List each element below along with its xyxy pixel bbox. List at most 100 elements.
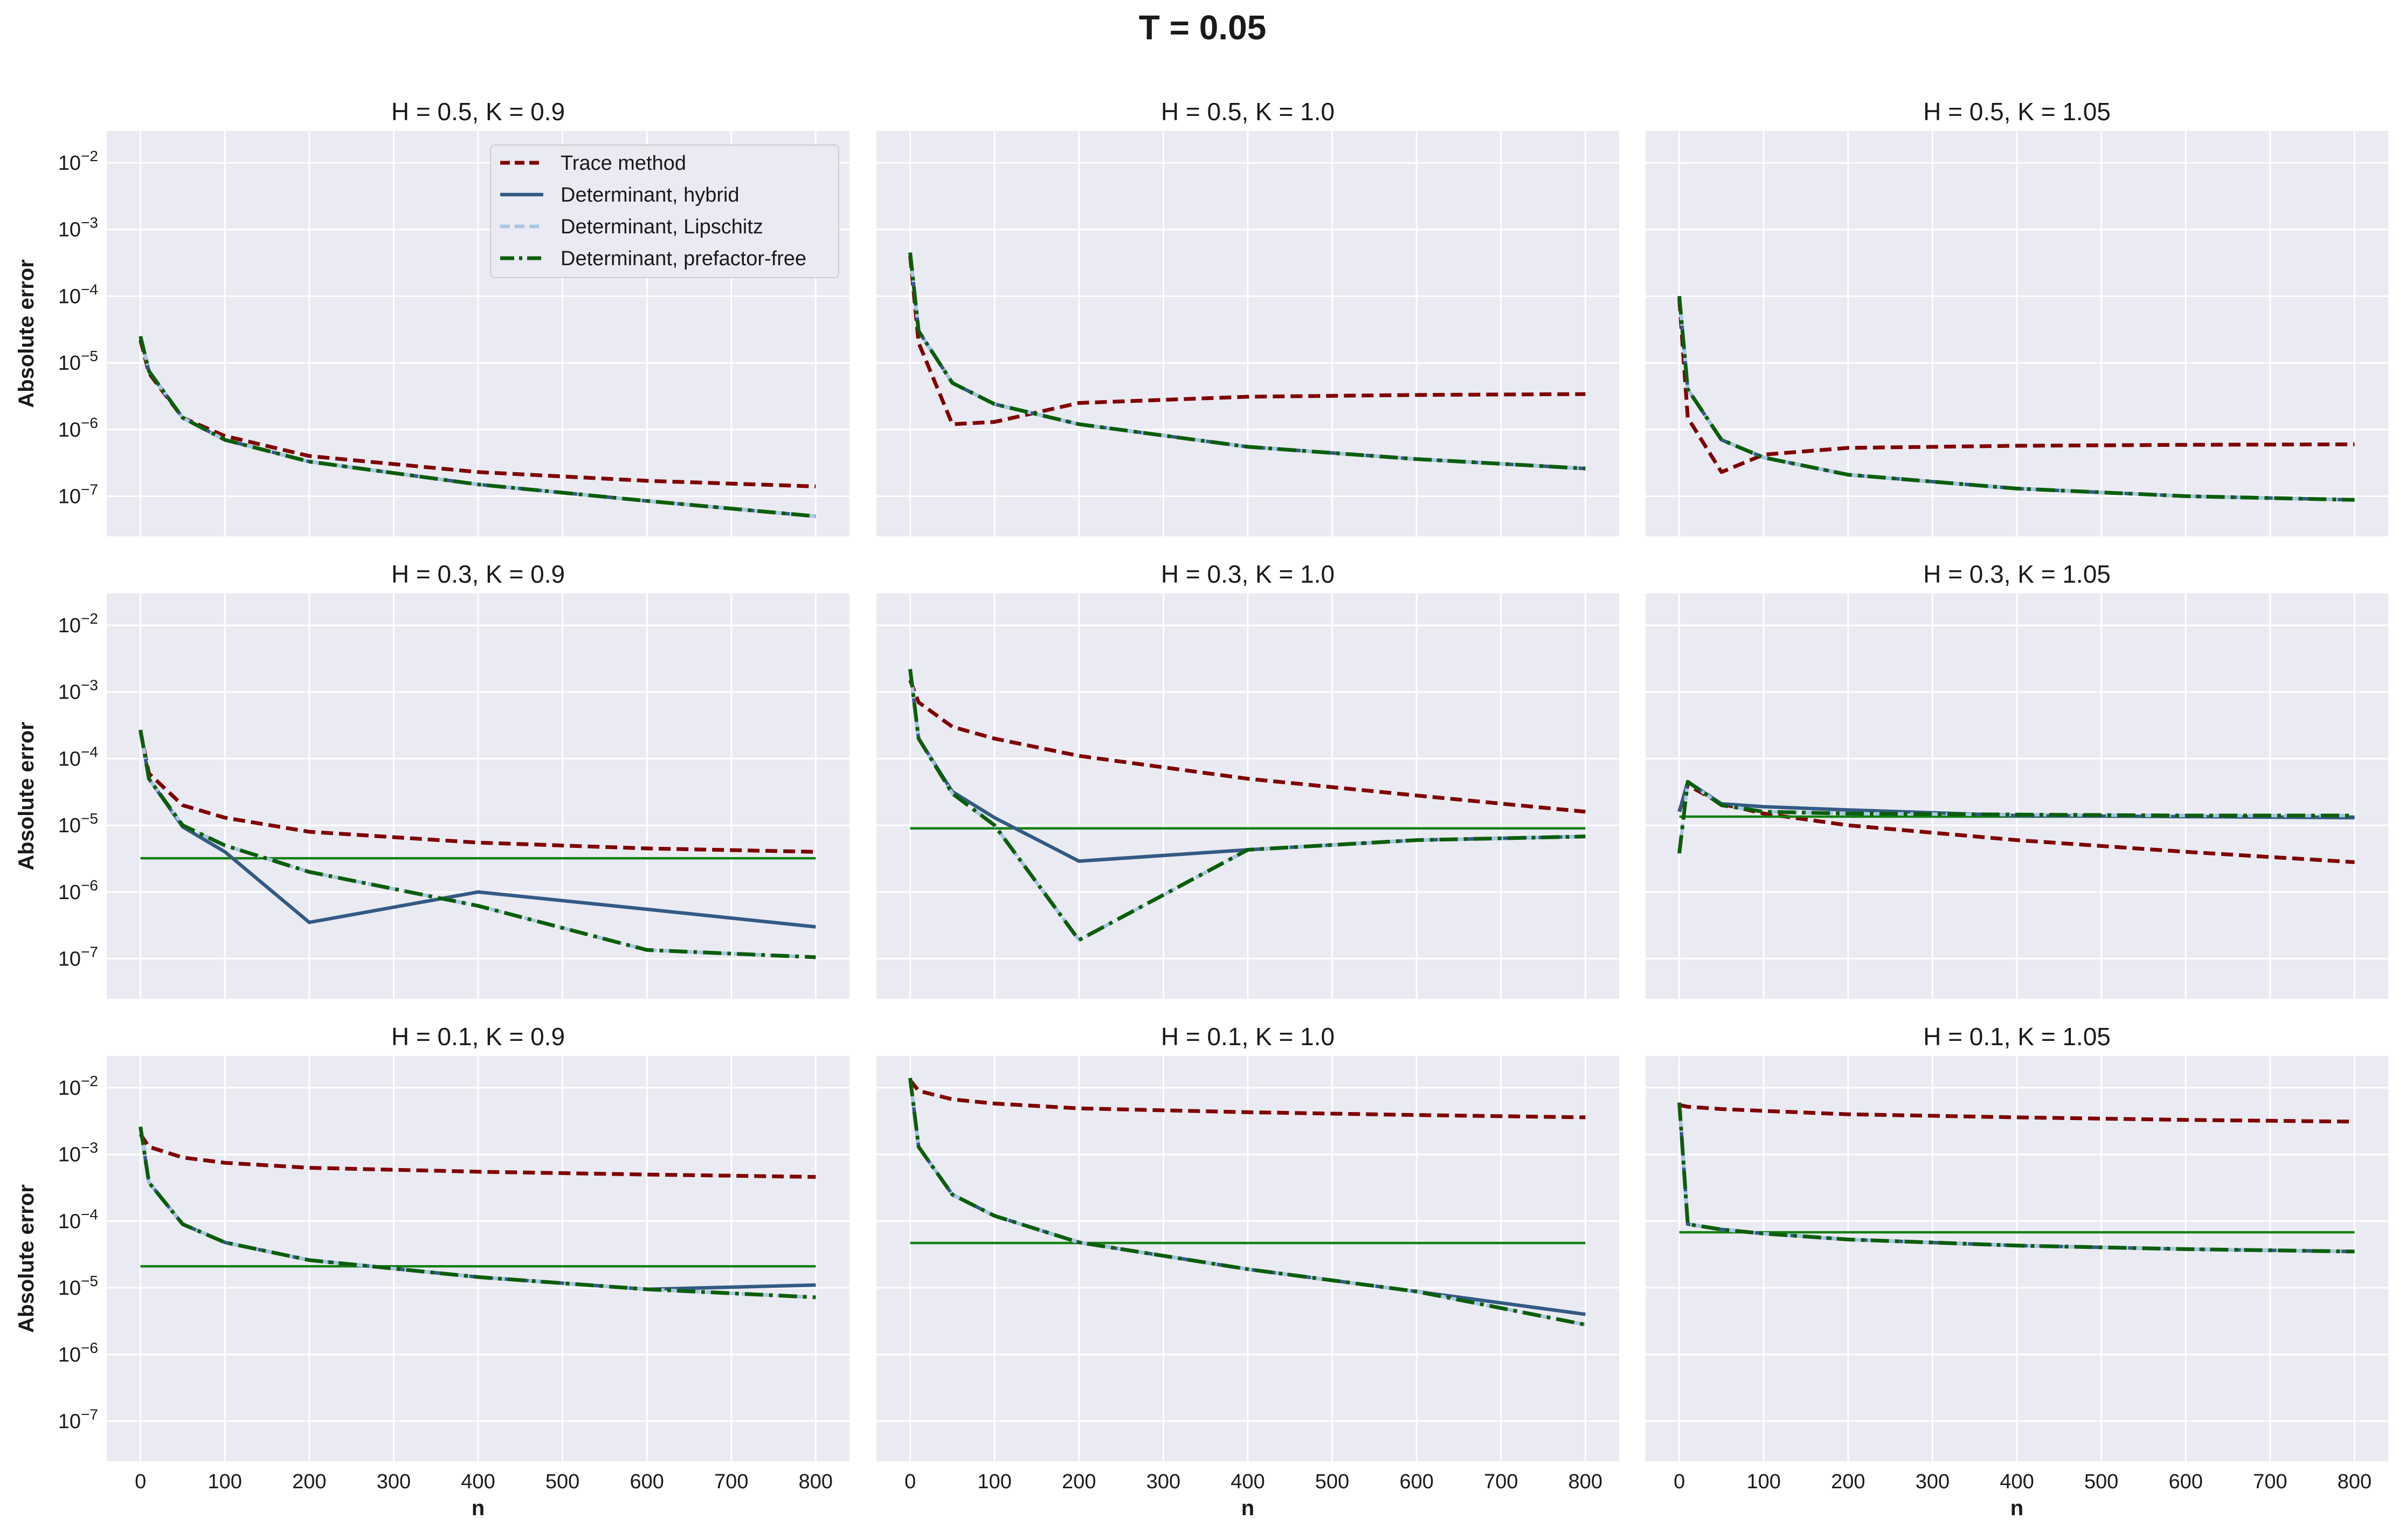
y-tick-label: 10−3 [58,1140,98,1166]
x-tick-label: 800 [799,1470,833,1493]
y-tick-label: 10−3 [58,677,98,704]
x-tick-label: 200 [1062,1470,1096,1493]
y-tick-label: 10−2 [58,610,98,637]
x-tick-label: 800 [2338,1470,2372,1493]
y-tick-label: 10−7 [58,481,98,508]
series-line-prefactor-free [139,336,816,519]
x-tick-label: 400 [1231,1470,1264,1493]
y-axis-label: Absolute error [15,1184,38,1333]
series-group [908,252,1586,471]
subplot-title: H = 0.3, K = 1.05 [1923,560,2111,588]
series-group [908,668,1586,942]
x-tick-label: 0 [904,1470,916,1493]
series-line-trace [908,1079,1586,1120]
y-tick-label: 10−6 [58,415,98,441]
subplot-title: H = 0.1, K = 0.9 [391,1023,565,1051]
series-group [139,729,816,959]
subplot-title: H = 0.3, K = 1.0 [1161,560,1335,588]
legend: Trace method Determinant, hybrid Determina… [490,144,839,278]
y-tick-label: 10−5 [58,1273,98,1300]
x-tick-label: 300 [377,1470,411,1493]
series-line-trace [1677,299,2355,474]
series-line-trace [1678,1103,2355,1124]
x-tick-label: 100 [1747,1470,1781,1493]
subplot-2: H = 0.5, K = 1.0 [876,98,1619,536]
y-axis-label: Absolute error [15,722,38,871]
x-tick-label: 300 [1146,1470,1180,1493]
x-tick-label: 700 [714,1470,748,1493]
y-tick-label: 10−7 [58,944,98,971]
y-tick-label: 10−5 [58,810,98,837]
y-tick-label: 10−6 [58,877,98,904]
legend-box [490,144,839,278]
series-line-prefactor-free [139,729,816,959]
y-tick-label: 10−5 [58,348,98,375]
legend-label: Determinant, prefactor-free [561,247,806,270]
series-line-trace [139,1133,816,1179]
legend-label: Determinant, hybrid [561,184,740,206]
y-axis-label: Absolute error [15,259,38,408]
x-axis-label: n [472,1496,485,1520]
x-tick-label: 600 [630,1470,664,1493]
x-tick-label: 200 [292,1470,326,1493]
y-tick-label: 10−2 [58,1073,98,1100]
y-tick-label: 10−2 [58,148,98,175]
series-group [1677,779,2355,864]
x-axis-label: n [2010,1496,2023,1520]
x-tick-label: 600 [1399,1470,1433,1493]
series-group [139,336,816,519]
series-line-lipschitz [1677,296,2355,502]
series-line-prefactor-free [1677,296,2355,502]
x-tick-label: 700 [2253,1470,2287,1493]
subplot-4: 10−2 10−3 10−4 10−5 10−6 10−7 H = 0.3, K = 0.9… [15,560,849,999]
series-line-prefactor-free [139,1126,816,1300]
figure-title: T = 0.05 [1138,8,1267,47]
subplot-8: 0 100 200 300 400 500 600 700 800 H = 0.1, K = 1.… [876,1023,1619,1520]
series-group [139,1126,816,1300]
subplot-title: H = 0.3, K = 0.9 [391,560,565,588]
x-tick-label: 100 [978,1470,1012,1493]
subplot-title: H = 0.1, K = 1.0 [1161,1023,1335,1051]
x-tick-label: 200 [1831,1470,1865,1493]
subplot-title: H = 0.5, K = 1.05 [1923,98,2111,126]
y-tick-label: 10−6 [58,1339,98,1366]
legend-label: Determinant, Lipschitz [561,216,763,238]
subplot-7: 0 100 200 300 400 500 600 700 800 10−2 10−3 10−4 10−… [15,1023,849,1520]
x-tick-label: 100 [208,1470,242,1493]
legend-label: Trace method [561,152,686,175]
subplot-3: H = 0.5, K = 1.05 [1646,98,2388,536]
x-tick-label: 400 [461,1470,495,1493]
x-tick-label: 500 [1315,1470,1349,1493]
y-tick-label: 10−4 [58,743,98,770]
x-axis-label: n [1241,1496,1254,1520]
x-tick-label: 0 [1674,1470,1685,1493]
y-tick-label: 10−4 [58,1206,98,1233]
x-tick-label: 0 [135,1470,146,1493]
y-tick-label: 10−3 [58,215,98,241]
y-tick-label: 10−7 [58,1406,98,1433]
subplot-9: 0 100 200 300 400 500 600 700 800 H = 0.1, K = 1.… [1646,1023,2388,1520]
series-group [1677,296,2355,502]
subplot-title: H = 0.5, K = 0.9 [391,98,565,126]
subplot-title: H = 0.1, K = 1.05 [1923,1023,2111,1051]
series-line-trace [1677,783,2355,864]
x-tick-label: 300 [1916,1470,1950,1493]
subplot-5: H = 0.3, K = 1.0 [876,560,1619,999]
series-line-prefactor-free [908,668,1586,942]
x-tick-label: 700 [1484,1470,1518,1493]
series-line-prefactor-free [908,1078,1586,1327]
series-line-prefactor-free [1677,779,2355,854]
x-tick-label: 800 [1568,1470,1602,1493]
series-line-trace [908,679,1586,814]
x-tick-label: 600 [2168,1470,2202,1493]
y-tick-label: 10−4 [58,281,98,308]
series-line-prefactor-free [908,252,1586,471]
series-line-prefactor-free [1677,1102,2355,1254]
subplot-title: H = 0.5, K = 1.0 [1161,98,1335,126]
x-tick-label: 400 [2000,1470,2034,1493]
x-tick-label: 500 [2084,1470,2118,1493]
subplot-1: 10−2 10−3 10−4 10−5 10−6 10−7 H = 0.5, K = 0.9… [15,98,849,536]
subplot-6: H = 0.3, K = 1.05 [1646,560,2388,999]
series-group [1677,1102,2355,1254]
